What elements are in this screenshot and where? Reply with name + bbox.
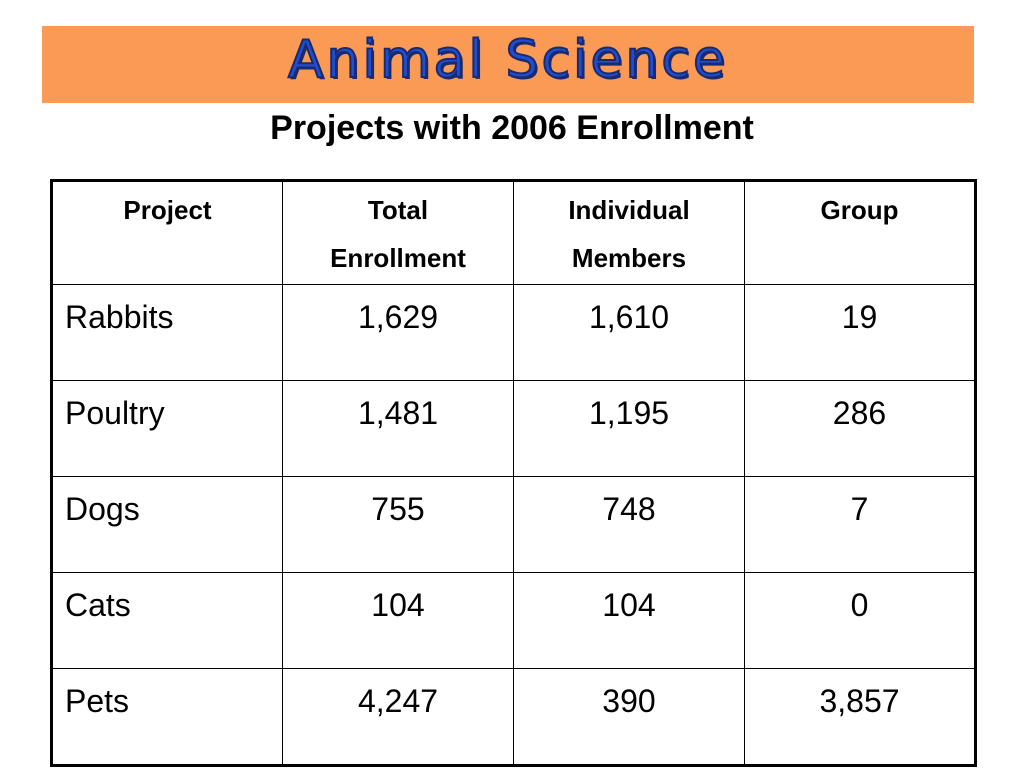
cell-total-enrollment: 755 — [282, 476, 514, 573]
table-header-row: Project Total Enrollment Individual Memb… — [51, 180, 976, 285]
header-group-line: Group — [820, 195, 899, 225]
header-group: Group — [744, 180, 976, 285]
header-total-enrollment-line-2: Enrollment — [330, 243, 466, 273]
table-row: Dogs 755 748 7 — [51, 476, 976, 573]
slide-subtitle: Projects with 2006 Enrollment — [270, 109, 754, 147]
table-row: Cats 104 104 0 — [51, 572, 976, 669]
table-row: Poultry 1,481 1,195 286 — [51, 380, 976, 477]
cell-total-enrollment: 1,481 — [282, 380, 514, 477]
table-row: Rabbits 1,629 1,610 19 — [51, 284, 976, 381]
cell-total-enrollment: 104 — [282, 572, 514, 669]
cell-group: 19 — [744, 284, 976, 381]
cell-individual-members: 748 — [513, 476, 745, 573]
cell-project: Rabbits — [51, 284, 283, 381]
cell-group: 7 — [744, 476, 976, 573]
cell-individual-members: 1,610 — [513, 284, 745, 381]
header-total-enrollment-line-1: Total — [367, 195, 429, 225]
header-project-line: Project — [123, 195, 212, 225]
header-project: Project — [51, 180, 283, 285]
cell-individual-members: 1,195 — [513, 380, 745, 477]
cell-group: 0 — [744, 572, 976, 669]
cell-individual-members: 104 — [513, 572, 745, 669]
cell-project: Cats — [51, 572, 283, 669]
title-banner: Animal Science — [42, 26, 974, 103]
header-individual-members-line-1: Individual — [568, 195, 690, 225]
header-individual-members: Individual Members — [513, 180, 745, 285]
header-total-enrollment: Total Enrollment — [282, 180, 514, 285]
cell-project: Pets — [51, 668, 283, 766]
cell-total-enrollment: 1,629 — [282, 284, 514, 381]
cell-project: Dogs — [51, 476, 283, 573]
cell-group: 3,857 — [744, 668, 976, 766]
header-individual-members-line-2: Members — [571, 243, 687, 273]
cell-group: 286 — [744, 380, 976, 477]
table-row: Pets 4,247 390 3,857 — [51, 668, 976, 766]
slide-title: Animal Science — [287, 29, 729, 91]
enrollment-table: Project Total Enrollment Individual Memb… — [50, 179, 977, 767]
cell-project: Poultry — [51, 380, 283, 477]
cell-individual-members: 390 — [513, 668, 745, 766]
cell-total-enrollment: 4,247 — [282, 668, 514, 766]
